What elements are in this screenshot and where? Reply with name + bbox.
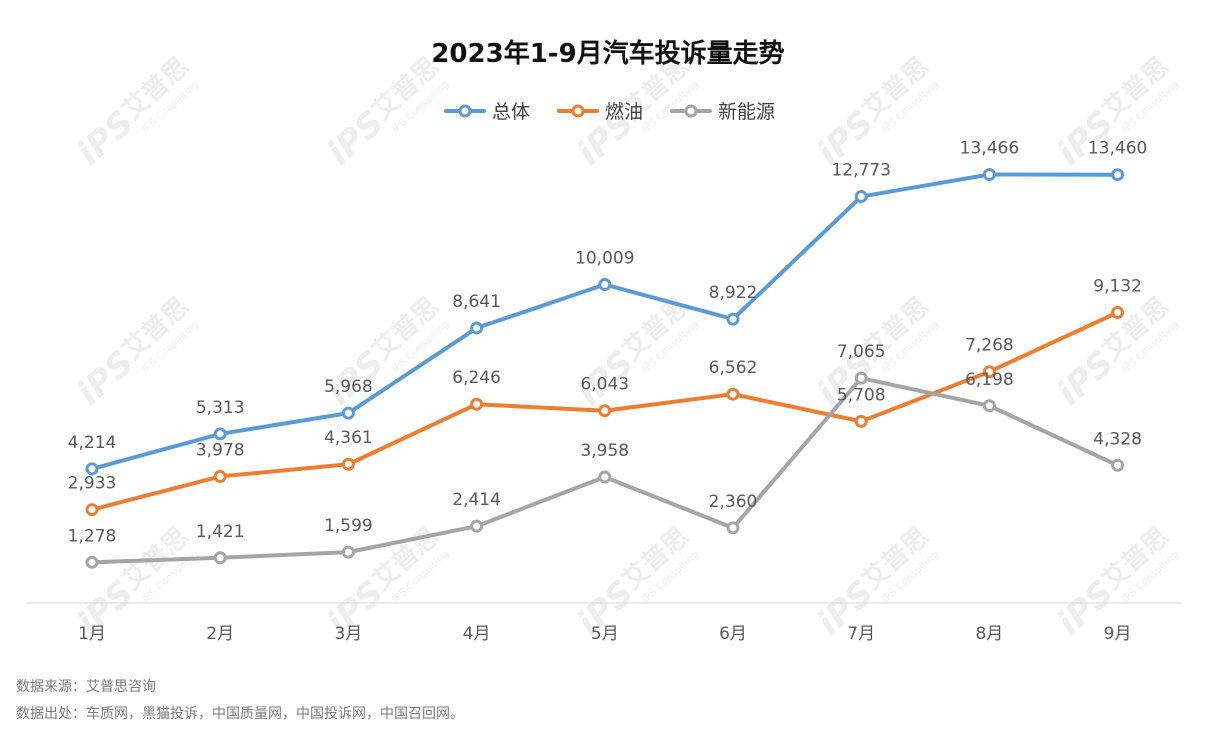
data-point — [726, 312, 740, 326]
data-label: 13,460 — [1088, 139, 1147, 159]
series-lines — [85, 168, 1125, 569]
data-point — [598, 404, 612, 418]
data-label: 12,773 — [831, 161, 890, 181]
data-label: 5,968 — [324, 377, 373, 397]
legend-marker — [458, 104, 472, 118]
data-point — [213, 427, 227, 441]
x-tick-label: 8月 — [975, 624, 1003, 644]
data-label: 5,313 — [196, 398, 245, 418]
data-label: 3,978 — [196, 440, 245, 460]
data-label: 4,361 — [324, 428, 373, 448]
data-point — [470, 519, 484, 533]
x-tick-label: 6月 — [719, 624, 747, 644]
data-label: 2,414 — [452, 490, 501, 510]
x-tick-label: 3月 — [334, 624, 362, 644]
data-point — [1111, 458, 1125, 472]
data-label: 9,132 — [1093, 276, 1142, 296]
data-point — [854, 414, 868, 428]
data-label: 2,933 — [68, 474, 117, 494]
data-label: 7,065 — [837, 342, 886, 362]
data-point — [213, 469, 227, 483]
x-tick-label: 2月 — [206, 624, 234, 644]
data-label: 6,198 — [965, 370, 1014, 390]
source-note: 数据来源：艾普思咨询 — [16, 679, 156, 695]
x-tick-label: 9月 — [1104, 624, 1132, 644]
data-point — [470, 397, 484, 411]
legend-item-2: 燃油 — [557, 101, 643, 123]
data-point — [341, 545, 355, 559]
data-point — [1111, 305, 1125, 319]
data-label: 4,214 — [68, 433, 117, 453]
data-point — [85, 503, 99, 517]
data-point — [470, 321, 484, 335]
data-label: 6,562 — [709, 358, 758, 378]
data-label: 13,466 — [960, 139, 1019, 159]
data-label: 2,360 — [709, 492, 758, 512]
series-3 — [85, 371, 1125, 569]
data-point — [598, 278, 612, 292]
legend-label: 新能源 — [718, 101, 775, 123]
x-tick-label: 4月 — [463, 624, 491, 644]
series-line — [90, 172, 1120, 471]
x-tick-label: 7月 — [847, 624, 875, 644]
data-label: 7,268 — [965, 336, 1014, 356]
data-point — [85, 555, 99, 569]
data-label: 3,958 — [580, 441, 629, 461]
legend-label: 总体 — [492, 101, 530, 123]
data-point — [85, 462, 99, 476]
legend-item-3: 新能源 — [670, 101, 775, 123]
legend-item-1: 总体 — [444, 101, 530, 123]
data-label: 5,708 — [837, 385, 886, 405]
data-label: 4,328 — [1093, 429, 1142, 449]
data-label: 1,278 — [68, 526, 117, 546]
origin-note: 数据出处：车质网，黑猫投诉，中国质量网，中国投诉网，中国召回网。 — [16, 706, 464, 722]
data-label: 6,246 — [452, 368, 501, 388]
chart-title: 2023年1-9月汽车投诉量走势 — [431, 38, 784, 69]
data-labels: 4,214 5,313 5,968 8,641 10,009 8,922 12,773 13,… — [68, 139, 1148, 547]
data-point — [598, 470, 612, 484]
data-point — [854, 190, 868, 204]
legend-marker — [684, 104, 698, 118]
data-point — [982, 168, 996, 181]
series-2 — [85, 305, 1125, 517]
series-1 — [85, 168, 1125, 476]
chart-legend: 总体 燃油 新能源 — [444, 101, 775, 123]
data-point — [854, 371, 868, 385]
data-label: 1,599 — [324, 516, 373, 536]
data-point — [982, 399, 996, 413]
data-label: 10,009 — [575, 249, 634, 269]
data-point — [982, 365, 996, 379]
legend-marker — [571, 104, 585, 118]
x-tick-label: 5月 — [591, 624, 619, 644]
data-point — [726, 521, 740, 535]
legend-label: 燃油 — [605, 101, 643, 123]
x-tick-label: 1月 — [78, 624, 106, 644]
x-axis-ticks: 1月 2月 3月 4月 5月 6月 7月 8月 9月 — [78, 624, 1131, 644]
data-point — [341, 406, 355, 420]
data-label: 8,922 — [709, 283, 758, 303]
data-label: 8,641 — [452, 292, 501, 312]
data-label: 6,043 — [580, 375, 629, 395]
data-point — [1111, 168, 1125, 182]
data-point — [726, 387, 740, 401]
data-label: 1,421 — [196, 522, 245, 542]
data-point — [341, 457, 355, 471]
data-point — [213, 551, 227, 565]
